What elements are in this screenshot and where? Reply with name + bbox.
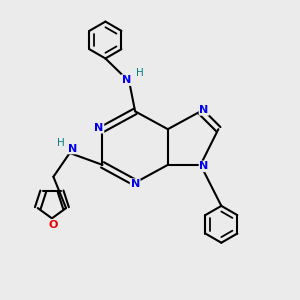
Text: H: H xyxy=(57,138,65,148)
Text: H: H xyxy=(136,68,143,78)
Text: N: N xyxy=(200,105,209,115)
Text: N: N xyxy=(200,161,209,171)
Text: N: N xyxy=(94,123,104,133)
Text: O: O xyxy=(49,220,58,230)
Text: N: N xyxy=(122,75,131,85)
Text: N: N xyxy=(130,179,140,189)
Text: N: N xyxy=(68,143,77,154)
